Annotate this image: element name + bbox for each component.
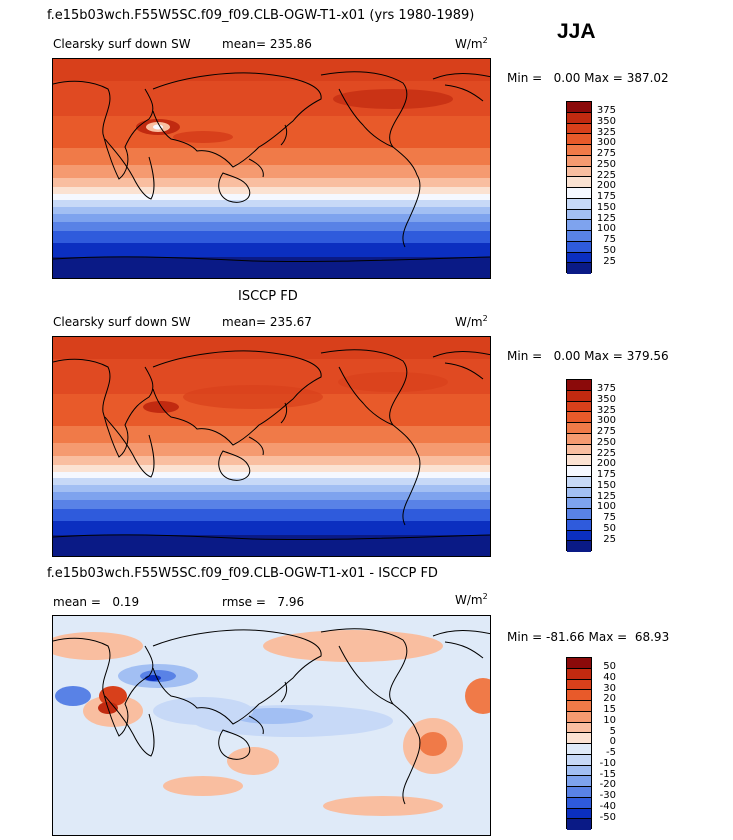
panel2-tick: 125 xyxy=(596,491,616,502)
case-title: f.e15b03wch.F55W5SC.f09_f09.CLB-OGW-T1-x… xyxy=(47,8,475,23)
panel2-subtitle: Clearsky surf down SW xyxy=(53,315,191,329)
panel1-tick: 275 xyxy=(596,148,616,159)
panel1-tick: 50 xyxy=(603,245,616,256)
panel1-tick: 350 xyxy=(596,116,616,127)
panel2-mean: mean= 235.67 xyxy=(222,315,312,329)
panel2-field xyxy=(53,337,490,556)
panel3-tick: -30 xyxy=(599,790,616,801)
panel3-tick: 40 xyxy=(603,672,616,683)
panel2-tick: 75 xyxy=(603,512,616,523)
panel3-map xyxy=(52,615,491,836)
panel1-tick: 125 xyxy=(596,213,616,224)
panel1-tick: 75 xyxy=(603,234,616,245)
panel1-subtitle: Clearsky surf down SW xyxy=(53,37,191,51)
panel2-tick: 275 xyxy=(596,426,616,437)
panel3-field xyxy=(53,616,490,835)
panel1-tick: 25 xyxy=(603,256,616,267)
panel1-mean: mean= 235.86 xyxy=(222,37,312,51)
panel2-minmax: Min = 0.00 Max = 379.56 xyxy=(507,349,669,363)
season-label: JJA xyxy=(557,20,596,43)
panel3-tick: -20 xyxy=(599,779,616,790)
panel3-coastlines xyxy=(53,628,490,805)
panel3-tick: -40 xyxy=(599,801,616,812)
panel2-tick: 100 xyxy=(596,501,616,512)
panel1-coastlines xyxy=(53,71,490,263)
panel1-tick: 100 xyxy=(596,223,616,234)
panel2-tick: 350 xyxy=(596,394,616,405)
panel2-tick: 250 xyxy=(596,437,616,448)
panel3-tick: -5 xyxy=(606,747,616,758)
panel3-rmse: rmse = 7.96 xyxy=(222,595,305,609)
panel3-minmax: Min = -81.66 Max = 68.93 xyxy=(507,630,670,644)
panel1-map xyxy=(52,58,491,279)
panel2-tick: 50 xyxy=(603,523,616,534)
panel2-tick: 150 xyxy=(596,480,616,491)
panel3-title: f.e15b03wch.F55W5SC.f09_f09.CLB-OGW-T1-x… xyxy=(47,566,438,581)
panel3-tick: 5 xyxy=(609,726,616,737)
panel1-tick: 200 xyxy=(596,180,616,191)
panel1-tick: 325 xyxy=(596,127,616,138)
panel3-tick: 50 xyxy=(603,661,616,672)
panel2-coastlines xyxy=(53,349,490,541)
panel2-tick: 375 xyxy=(596,383,616,394)
panel1-tick: 375 xyxy=(596,105,616,116)
panel1-tick: 250 xyxy=(596,159,616,170)
panel1-tick: 300 xyxy=(596,137,616,148)
panel1-tick: 175 xyxy=(596,191,616,202)
panel2-units: W/m2 xyxy=(455,314,488,329)
panel2-tick: 200 xyxy=(596,458,616,469)
panel3-colorbar xyxy=(566,657,592,830)
panel3-tick: -15 xyxy=(599,769,616,780)
panel3-tick: 30 xyxy=(603,683,616,694)
panel1-tick: 150 xyxy=(596,202,616,213)
panel3-tick: 0 xyxy=(609,736,616,747)
panel3-tick: 15 xyxy=(603,704,616,715)
panel3-tick: 20 xyxy=(603,693,616,704)
panel3-tick: -50 xyxy=(599,812,616,823)
panel2-tick: 300 xyxy=(596,415,616,426)
panel1-units: W/m2 xyxy=(455,36,488,51)
panel1-field xyxy=(53,59,490,278)
panel3-mean: mean = 0.19 xyxy=(53,595,140,609)
panel1-minmax: Min = 0.00 Max = 387.02 xyxy=(507,71,669,85)
panel2-tick: 25 xyxy=(603,534,616,545)
panel2-tick: 325 xyxy=(596,405,616,416)
panel2-colorbar xyxy=(566,379,592,552)
panel3-tick: -10 xyxy=(599,758,616,769)
panel3-tick: 10 xyxy=(603,715,616,726)
panel2-tick: 175 xyxy=(596,469,616,480)
panel2-tick: 225 xyxy=(596,448,616,459)
panel1-tick: 225 xyxy=(596,170,616,181)
panel3-units: W/m2 xyxy=(455,592,488,607)
panel1-colorbar xyxy=(566,101,592,274)
panel2-map xyxy=(52,336,491,557)
panel2-title: ISCCP FD xyxy=(238,289,298,304)
